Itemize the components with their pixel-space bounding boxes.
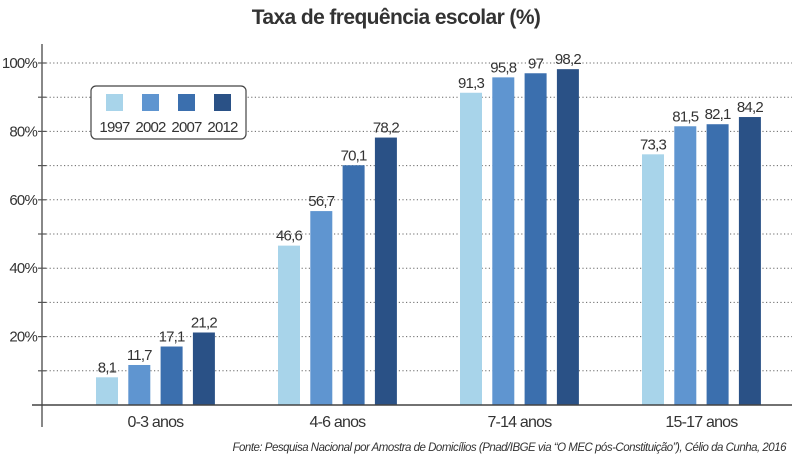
y-tick-label: 60% — [9, 192, 37, 209]
bars — [96, 69, 761, 406]
data-labels: 8,1 11,7 17,1 21,2 46,6 56,7 70,1 78,2 91,3 95,8 9… — [98, 51, 764, 376]
legend: 1997 2002 2007 2012 — [90, 85, 247, 140]
category-label: 4-6 anos — [310, 414, 367, 431]
data-label: 11,7 — [127, 347, 152, 364]
data-label: 56,7 — [308, 193, 334, 210]
data-label: 82,1 — [705, 106, 731, 123]
data-label: 84,2 — [737, 99, 763, 116]
bar-2012-3 — [738, 117, 761, 405]
category-label: 0-3 anos — [128, 414, 185, 431]
category-labels: 0-3 anos 4-6 anos 7-14 anos 15-17 anos — [128, 414, 740, 431]
bar-2007-3 — [706, 124, 729, 405]
bar-2007-1 — [342, 165, 365, 405]
bar-2012-0 — [192, 332, 215, 405]
data-label: 98,2 — [555, 51, 581, 68]
bar-1997-2 — [460, 92, 482, 405]
bar-2002-0 — [128, 364, 151, 405]
data-label: 46,6 — [276, 228, 302, 245]
data-label: 73,3 — [640, 136, 666, 153]
bar-2002-3 — [674, 126, 697, 406]
y-tick-label: 20% — [9, 329, 37, 346]
bar-2012-1 — [374, 137, 397, 405]
category-label: 7-14 anos — [487, 414, 552, 431]
data-label: 8,1 — [98, 359, 117, 376]
data-label: 81,5 — [672, 108, 698, 125]
data-label: 21,2 — [191, 314, 217, 331]
axes — [32, 44, 792, 427]
category-label: 15-17 anos — [665, 414, 738, 431]
chart-title: Taxa de frequência escolar (%) — [252, 6, 541, 29]
data-label: 70,1 — [341, 147, 367, 164]
legend-label-1997: 1997 — [99, 119, 130, 136]
data-label: 97 — [528, 55, 544, 72]
bar-1997-3 — [642, 154, 664, 405]
y-tick-labels: 20% 40% 60% 80% 100% — [2, 55, 38, 346]
y-tick-label: 80% — [9, 123, 37, 140]
legend-swatch-2002 — [142, 94, 159, 111]
bar-2002-2 — [492, 77, 515, 405]
legend-box — [90, 85, 247, 140]
data-label: 91,3 — [458, 75, 484, 92]
bar-2007-0 — [160, 346, 183, 405]
legend-swatch-2007 — [178, 94, 195, 111]
legend-swatch-2012 — [214, 94, 231, 111]
y-tick-label: 100% — [2, 55, 38, 72]
legend-swatch-1997 — [106, 94, 123, 111]
legend-label-2002: 2002 — [135, 119, 166, 136]
legend-label-2012: 2012 — [207, 119, 238, 136]
source-note: Fonte: Pesquisa Nacional por Amostra de … — [233, 442, 788, 454]
bar-2012-2 — [556, 69, 579, 405]
data-label: 78,2 — [373, 120, 399, 137]
bar-1997-1 — [278, 245, 300, 405]
legend-label-2007: 2007 — [171, 119, 202, 136]
data-label: 95,8 — [490, 59, 516, 76]
bar-1997-0 — [96, 377, 118, 405]
bar-2007-2 — [524, 73, 547, 405]
bar-2002-1 — [310, 211, 333, 405]
data-label: 17,1 — [159, 329, 185, 346]
y-tick-label: 40% — [9, 260, 37, 277]
